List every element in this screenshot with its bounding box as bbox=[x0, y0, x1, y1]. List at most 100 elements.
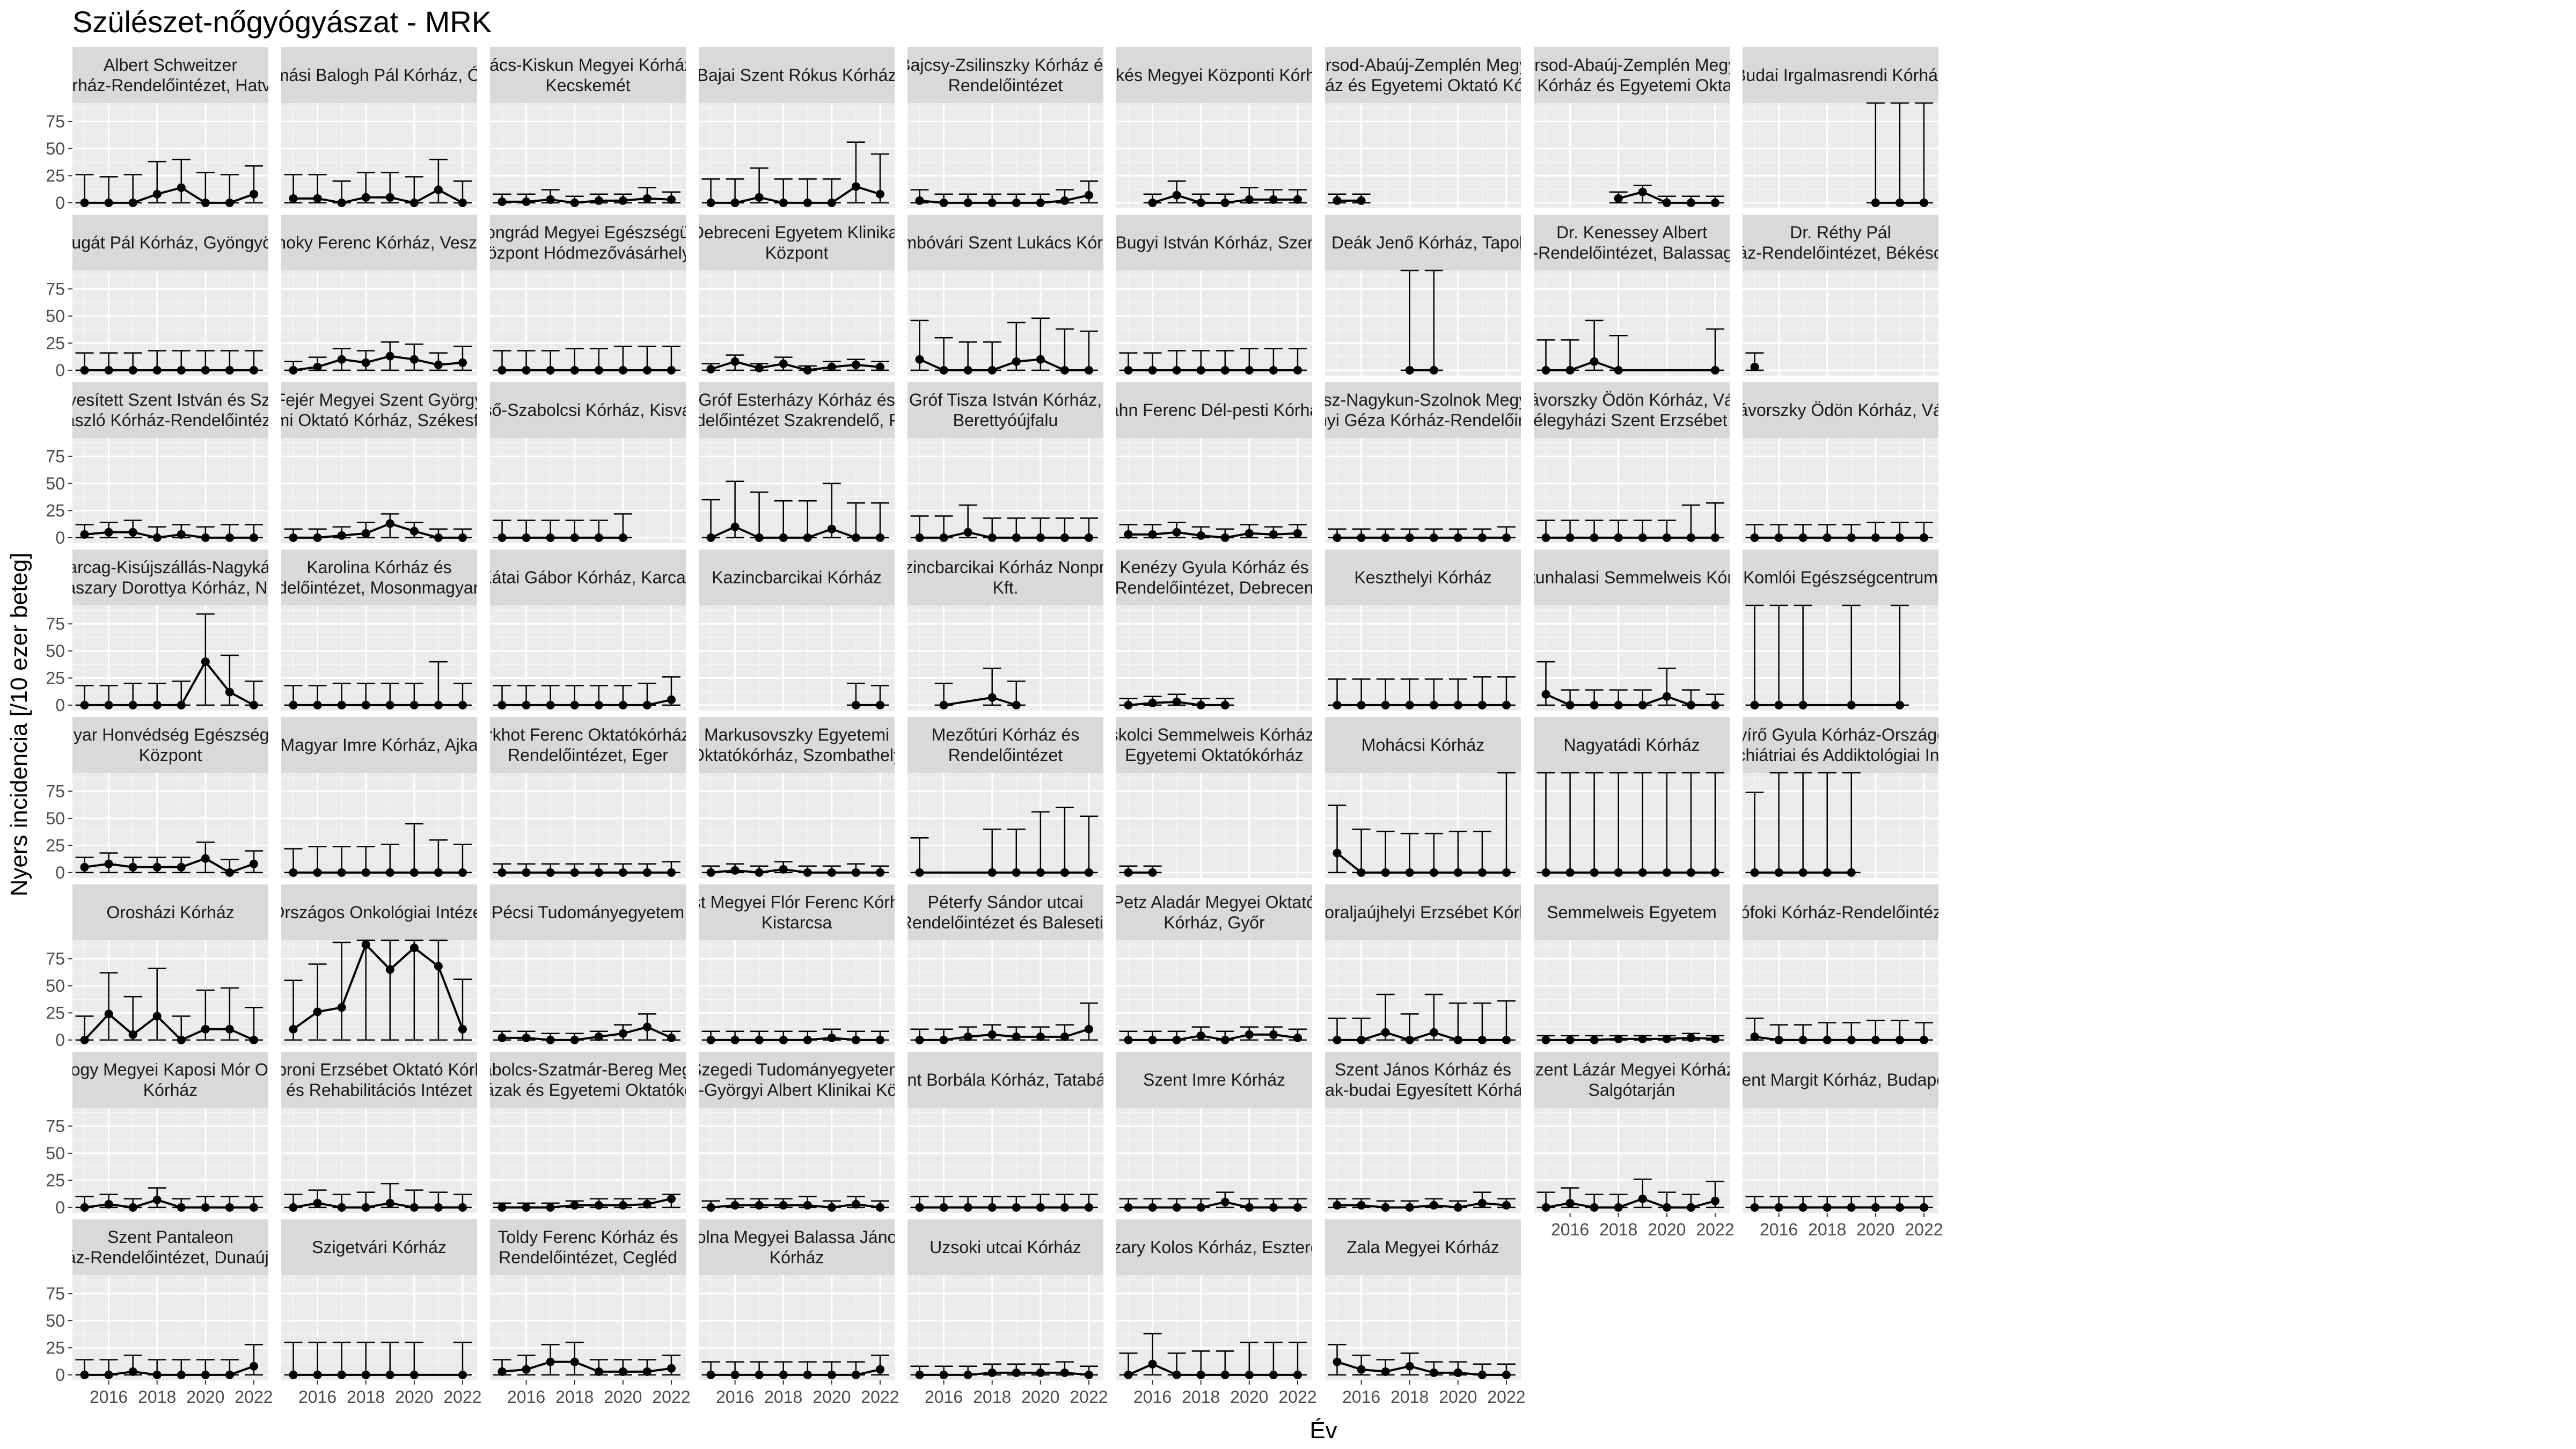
data-point bbox=[361, 1370, 370, 1379]
data-point bbox=[1405, 533, 1414, 542]
panel-strip bbox=[1743, 550, 1938, 605]
panel-title: Almási Balogh Pál Kórház, Ózd bbox=[259, 65, 499, 85]
panel-content: Jávorszky Ödön Kórház, Vác bbox=[1743, 382, 1938, 543]
data-point bbox=[1405, 1362, 1414, 1371]
data-point bbox=[594, 196, 603, 205]
panel-title: (Kiskunfélegyházi Szent Erzsébet Kórház) bbox=[1472, 411, 1792, 430]
panel: Péterfy Sándor utcaiKórház-Rendelőintéze… bbox=[908, 884, 1103, 1045]
x-tick-label: 2018 bbox=[1599, 1220, 1637, 1239]
data-point bbox=[1798, 700, 1807, 709]
data-point bbox=[1036, 1032, 1045, 1041]
panel-content: Mohácsi Kórház bbox=[1325, 717, 1521, 878]
data-point bbox=[642, 1367, 652, 1376]
data-point bbox=[225, 1370, 234, 1379]
data-point bbox=[706, 1203, 715, 1212]
data-point bbox=[987, 533, 997, 542]
panel-background bbox=[1325, 773, 1521, 878]
data-point bbox=[1148, 198, 1157, 207]
data-point bbox=[987, 868, 997, 877]
panel-title: Szent Imre Kórház bbox=[1143, 1070, 1285, 1089]
panel-background bbox=[1534, 103, 1730, 208]
data-point bbox=[1871, 1035, 1880, 1044]
panel-title: Szent Lázár Megyei Kórház, bbox=[1524, 1060, 1740, 1079]
data-point bbox=[522, 700, 531, 709]
panel-background bbox=[908, 940, 1103, 1045]
data-point bbox=[1502, 868, 1511, 877]
panel-strip bbox=[1743, 382, 1938, 438]
y-tick-label: 50 bbox=[46, 1144, 65, 1163]
data-point bbox=[1750, 533, 1759, 542]
panel: Nagyatádi Kórház bbox=[1534, 717, 1730, 878]
data-point bbox=[1710, 700, 1719, 709]
panel-title: Fejér Megyei Szent György bbox=[275, 390, 484, 409]
data-point bbox=[128, 1367, 137, 1376]
data-point bbox=[1565, 700, 1575, 709]
panel-strip bbox=[1534, 47, 1730, 103]
data-point bbox=[1036, 198, 1045, 207]
data-point bbox=[1124, 530, 1133, 539]
panel-background bbox=[1325, 1108, 1521, 1213]
data-point bbox=[1541, 533, 1550, 542]
panel-background bbox=[1743, 1108, 1938, 1213]
panel-title: Petz Aladár Megyei Oktató bbox=[1113, 892, 1316, 912]
y-tick-label: 50 bbox=[46, 641, 65, 661]
panel-content: Jahn Ferenc Dél-pesti Kórház bbox=[1116, 382, 1312, 543]
data-point bbox=[225, 1024, 234, 1034]
data-point bbox=[434, 185, 443, 194]
data-point bbox=[1638, 533, 1647, 542]
panel-background bbox=[281, 605, 477, 711]
panel-title: Kórház és Egyetemi Oktató Kórház bbox=[1289, 76, 1557, 95]
panel-background bbox=[1116, 270, 1312, 376]
data-point bbox=[1060, 1368, 1069, 1377]
data-point bbox=[385, 868, 394, 877]
panel-content: Gróf Tisza István Kórház, Berettyóújfalu bbox=[908, 382, 1103, 543]
data-point bbox=[1614, 1203, 1623, 1212]
data-point bbox=[249, 1035, 258, 1044]
data-point bbox=[152, 1370, 162, 1379]
data-point bbox=[1084, 533, 1093, 542]
data-point bbox=[570, 365, 579, 375]
panel-strip bbox=[72, 215, 268, 270]
data-point bbox=[851, 360, 860, 369]
data-point bbox=[337, 531, 346, 540]
data-point bbox=[497, 365, 507, 375]
data-point bbox=[1269, 365, 1278, 375]
data-point bbox=[1220, 700, 1230, 709]
data-point bbox=[618, 1201, 627, 1210]
panel-title: Szent János Kórház és bbox=[1335, 1060, 1511, 1079]
data-point bbox=[289, 365, 298, 375]
data-point bbox=[1662, 1034, 1671, 1043]
data-point bbox=[1590, 357, 1599, 366]
y-tick-label: 50 bbox=[46, 809, 65, 828]
data-point bbox=[1196, 1370, 1205, 1379]
panel-title: Kazincbarcikai Kórház Nonprofit bbox=[883, 558, 1128, 577]
panel-background bbox=[1534, 438, 1730, 543]
data-point bbox=[1012, 1203, 1021, 1212]
data-point bbox=[706, 868, 715, 877]
data-point bbox=[1710, 365, 1719, 375]
panel-strip bbox=[908, 1052, 1103, 1108]
panel-strip bbox=[1743, 47, 1938, 103]
panel-content: Jávorszky Ödön Kórház, Vác (Kiskunfélegyh… bbox=[1472, 382, 1792, 543]
panel-content: Jász-Nagykun-Szolnok Megyei Hetényi Géza … bbox=[1325, 382, 1521, 543]
panel-strip bbox=[281, 550, 477, 605]
data-point bbox=[1429, 1201, 1438, 1210]
data-point bbox=[1453, 533, 1462, 542]
data-point bbox=[1662, 533, 1671, 542]
data-point bbox=[361, 700, 370, 709]
data-point bbox=[1012, 700, 1021, 709]
data-point bbox=[1710, 198, 1719, 207]
data-point bbox=[987, 1368, 997, 1377]
data-point bbox=[1429, 700, 1438, 709]
data-point bbox=[313, 1198, 322, 1208]
panel-strip bbox=[1116, 47, 1312, 103]
panel-title: Dr. Bugyi István Kórház, Szentes bbox=[1089, 233, 1340, 252]
panel-title: Szabolcs-Szatmár-Bereg Megyei bbox=[463, 1060, 714, 1079]
data-point bbox=[1895, 1203, 1904, 1212]
data-point bbox=[546, 868, 555, 877]
data-point bbox=[570, 700, 579, 709]
data-point bbox=[201, 854, 210, 863]
